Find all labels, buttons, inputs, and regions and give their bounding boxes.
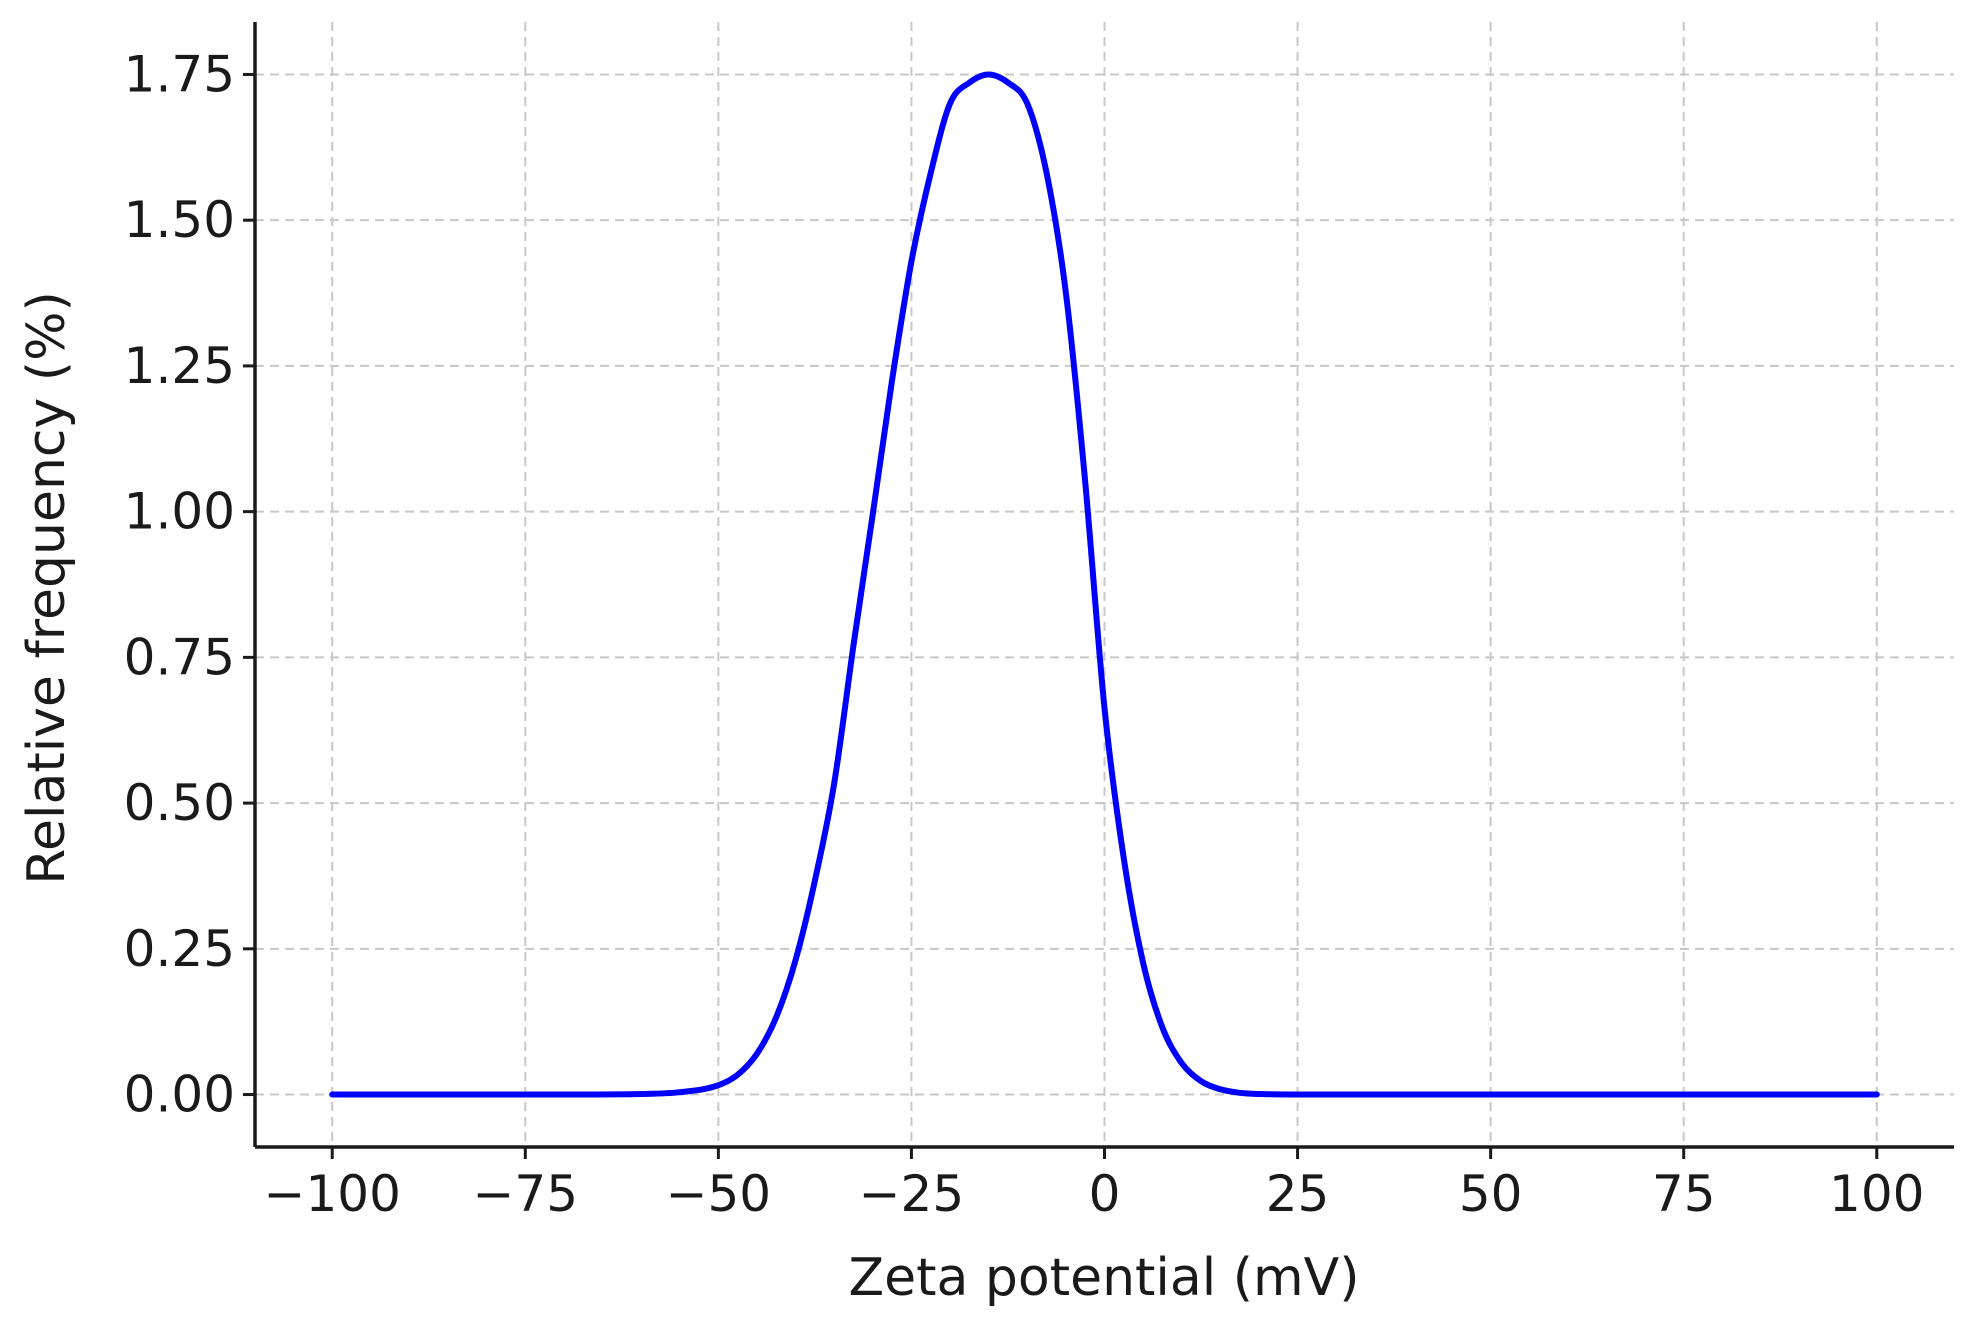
y-axis-title: Relative frequency (%) bbox=[17, 291, 77, 885]
x-axis-title: Zeta potential (mV) bbox=[848, 1248, 1359, 1308]
x-tick-label: 100 bbox=[1829, 1165, 1924, 1223]
x-tick-label: −25 bbox=[859, 1165, 965, 1223]
grid bbox=[255, 22, 1954, 1147]
y-tick-label: 0.50 bbox=[124, 774, 235, 832]
x-tick-label: −100 bbox=[264, 1165, 401, 1223]
series-line bbox=[329, 71, 1880, 1098]
x-ticks: −100 −75 −50 −25 0 25 50 75 100 bbox=[264, 1147, 1924, 1223]
y-tick-label: 0.00 bbox=[124, 1066, 235, 1124]
y-tick-label: 1.75 bbox=[124, 45, 235, 103]
y-tick-label: 0.75 bbox=[124, 628, 235, 686]
x-tick-label: 50 bbox=[1459, 1165, 1523, 1223]
y-tick-label: 1.00 bbox=[124, 483, 235, 541]
plot-area bbox=[329, 71, 1880, 1098]
x-tick-label: −75 bbox=[473, 1165, 579, 1223]
x-tick-label: 75 bbox=[1652, 1165, 1716, 1223]
y-tick-label: 1.25 bbox=[124, 337, 235, 395]
y-tick-label: 1.50 bbox=[124, 191, 235, 249]
x-tick-label: 25 bbox=[1266, 1165, 1330, 1223]
y-tick-label: 0.25 bbox=[124, 920, 235, 978]
y-ticks: 0.00 0.25 0.50 0.75 1.00 1.25 1.50 1.75 bbox=[124, 45, 255, 1124]
x-tick-label: 0 bbox=[1089, 1165, 1121, 1223]
x-tick-label: −50 bbox=[666, 1165, 772, 1223]
